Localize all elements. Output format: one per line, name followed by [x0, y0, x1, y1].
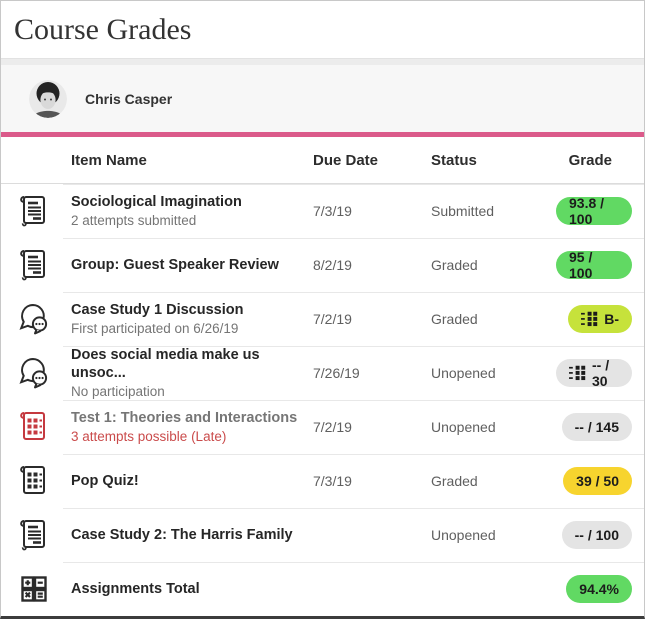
item-title[interactable]: Case Study 2: The Harris Family [71, 526, 293, 543]
discussion-icon [15, 300, 53, 338]
divider-band [1, 58, 644, 65]
title-bar: Course Grades [1, 1, 644, 58]
test-icon [15, 462, 53, 500]
item-subtitle: 3 attempts possible (Late) [71, 428, 227, 444]
table-row[interactable]: Test 1: Theories and Interactions 3 atte… [1, 400, 644, 454]
test-late-icon [15, 408, 53, 446]
discussion-icon [15, 354, 53, 392]
student-row[interactable]: Chris Casper [1, 65, 644, 132]
assignment-icon [15, 192, 53, 230]
due-date: 7/2/19 [313, 419, 352, 435]
assignment-icon [15, 516, 53, 554]
status: Unopened [431, 419, 496, 435]
item-title[interactable]: Sociological Imagination [71, 193, 242, 210]
column-header-due-date: Due Date [313, 151, 379, 169]
table-row[interactable]: Group: Guest Speaker Review 8/2/19 Grade… [1, 238, 644, 292]
table-row[interactable]: Sociological Imagination 2 attempts subm… [1, 184, 644, 238]
item-title[interactable]: Group: Guest Speaker Review [71, 256, 279, 273]
calculator-icon [15, 570, 53, 608]
status: Submitted [431, 203, 495, 219]
status: Graded [431, 257, 478, 273]
table-row[interactable]: Case Study 1 Discussion First participat… [1, 292, 644, 346]
status: Graded [431, 473, 478, 489]
item-title[interactable]: Test 1: Theories and Interactions [71, 409, 298, 426]
status: Unopened [431, 365, 496, 381]
rubric-icon [581, 311, 598, 327]
student-name: Chris Casper [85, 90, 173, 107]
item-subtitle: 2 attempts submitted [71, 212, 197, 228]
column-header-status: Status [431, 151, 477, 169]
table-row[interactable]: Pop Quiz! 7/3/19 Graded 39 / 50 [1, 454, 644, 508]
accent-divider [1, 132, 644, 137]
item-title[interactable]: Does social media make us unsoc... [71, 346, 260, 381]
grade-pill[interactable]: 95 / 100 [556, 249, 632, 281]
due-date: 7/26/19 [313, 365, 360, 381]
table-row[interactable]: Assignments Total 94.4% [1, 562, 644, 616]
grade-pill[interactable]: -- / 100 [561, 521, 632, 549]
table-row[interactable]: Does social media make us unsoc... No pa… [1, 346, 644, 400]
page-title: Course Grades [14, 12, 192, 46]
status: Unopened [431, 527, 496, 543]
status: Graded [431, 311, 478, 327]
grade-pill[interactable]: B- [568, 305, 632, 333]
column-header-grade: Grade [568, 151, 612, 169]
due-date: 7/3/19 [313, 473, 352, 489]
grade-pill[interactable]: 93.8 / 100 [556, 195, 632, 227]
grade-pill[interactable]: 39 / 50 [563, 467, 632, 495]
grade-pill[interactable]: -- / 145 [561, 413, 632, 441]
item-subtitle: No participation [71, 384, 165, 400]
item-subtitle: First participated on 6/26/19 [71, 320, 239, 336]
assignment-icon [15, 246, 53, 284]
rubric-icon [569, 365, 586, 381]
due-date: 7/3/19 [313, 203, 352, 219]
due-date: 7/2/19 [313, 311, 352, 327]
item-title[interactable]: Pop Quiz! [71, 472, 139, 489]
grades-table: Item Name Due Date Status Grade Sociolog… [1, 137, 644, 616]
due-date: 8/2/19 [313, 257, 352, 273]
item-title[interactable]: Assignments Total [71, 580, 200, 597]
column-header-item-name: Item Name [71, 151, 147, 169]
item-title[interactable]: Case Study 1 Discussion [71, 301, 244, 318]
student-avatar-icon [29, 79, 67, 118]
table-row[interactable]: Case Study 2: The Harris Family Unopened… [1, 508, 644, 562]
grade-pill[interactable]: -- / 30 [556, 357, 632, 389]
table-header-row: Item Name Due Date Status Grade [1, 137, 644, 184]
grade-pill[interactable]: 94.4% [566, 575, 632, 603]
